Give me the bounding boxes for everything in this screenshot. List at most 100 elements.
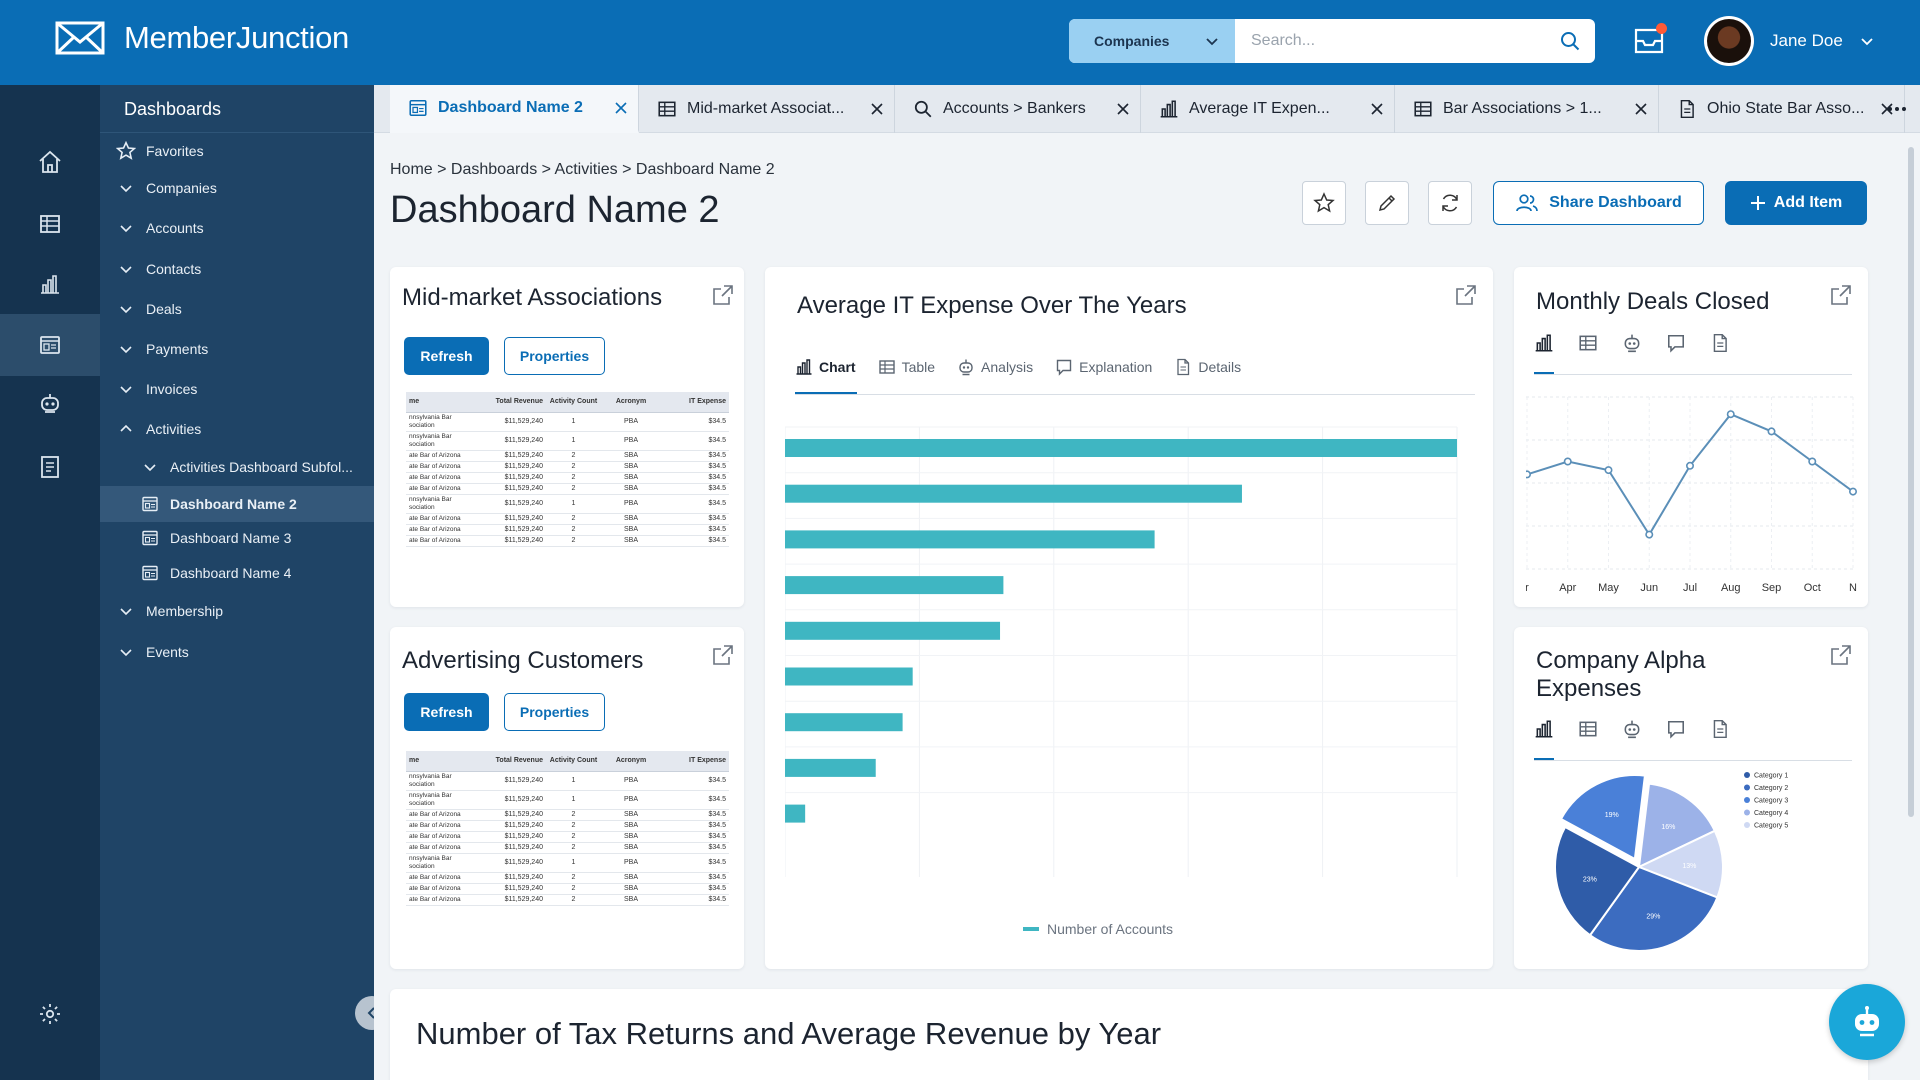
sidebar-item-dashboard-name-2[interactable]: Dashboard Name 2 [100, 486, 374, 522]
table-row[interactable]: ate Bar of Arizona $11,529,240 2 SBA $34.5 [406, 524, 729, 536]
column-header[interactable]: IT Expense [661, 392, 729, 413]
column-header[interactable]: Acronym [601, 392, 661, 413]
view-tab-explanation[interactable]: Explanation [1055, 352, 1152, 382]
table-row[interactable]: ate Bar of Arizona $11,529,240 2 SBA $34.5 [406, 831, 729, 843]
notifications-button[interactable] [1632, 22, 1668, 58]
tab-4[interactable]: Average IT Expen... [1141, 85, 1395, 133]
bar[interactable] [785, 804, 806, 823]
sidebar-item-contacts[interactable]: Contacts [100, 253, 374, 285]
data-point[interactable] [1848, 487, 1857, 496]
table-row[interactable]: ate Bar of Arizona $11,529,240 2 SBA $34.5 [406, 842, 729, 854]
add-item-button[interactable]: Add Item [1725, 181, 1867, 225]
view-table-button[interactable] [1578, 333, 1598, 353]
table-row[interactable]: ate Bar of Arizona $11,529,240 2 SBA $34.5 [406, 894, 729, 906]
rail-data[interactable] [0, 197, 100, 251]
pie-slice[interactable] [1637, 782, 1717, 869]
view-tab-table[interactable]: Table [878, 352, 935, 382]
refresh-button[interactable]: Refresh [404, 693, 489, 731]
refresh-button[interactable]: Refresh [404, 337, 489, 375]
view-bar-chart-button[interactable] [1534, 719, 1554, 739]
column-header[interactable]: me [406, 751, 476, 772]
view-tab-details[interactable]: Details [1174, 352, 1241, 382]
bar[interactable] [785, 758, 876, 777]
table-row[interactable]: ate Bar of Arizona $11,529,240 2 SBA $34.5 [406, 472, 729, 484]
favorite-button[interactable] [1302, 181, 1346, 225]
sidebar-item-membership[interactable]: Membership [100, 595, 374, 627]
close-tab-button[interactable] [1370, 102, 1384, 116]
column-header[interactable]: Activity Count [546, 392, 601, 413]
bar[interactable] [785, 530, 1155, 549]
external-link-icon[interactable] [1455, 284, 1477, 306]
refresh-dashboard-button[interactable] [1428, 181, 1472, 225]
view-bar-chart-button[interactable] [1534, 333, 1554, 353]
sidebar-item-activities-dashboard-subfol[interactable]: Activities Dashboard Subfol... [100, 451, 374, 483]
view-robot-button[interactable] [1622, 719, 1642, 739]
tab-6[interactable]: Ohio State Bar Asso... [1659, 85, 1905, 133]
data-point[interactable] [1526, 470, 1531, 479]
edit-button[interactable] [1365, 181, 1409, 225]
tab-3[interactable]: Accounts > Bankers [895, 85, 1141, 133]
sidebar-item-deals[interactable]: Deals [100, 293, 374, 325]
table-row[interactable]: nnsylvania Bar sociation $11,529,240 1 PBA $… [406, 853, 729, 873]
rail-reports[interactable] [0, 257, 100, 311]
rail-dashboards[interactable] [0, 314, 100, 376]
bar[interactable] [785, 484, 1242, 503]
data-point[interactable] [1767, 427, 1776, 436]
data-point[interactable] [1726, 410, 1735, 419]
pie-slice[interactable] [1588, 865, 1719, 952]
data-point[interactable] [1645, 530, 1654, 539]
table-row[interactable]: nnsylvania Bar sociation $11,529,240 1 PBA $… [406, 412, 729, 432]
table-row[interactable]: ate Bar of Arizona $11,529,240 2 SBA $34.5 [406, 535, 729, 547]
table-row[interactable]: nnsylvania Bar sociation $11,529,240 1 PBA $… [406, 771, 729, 791]
column-header[interactable]: me [406, 392, 476, 413]
data-point[interactable] [1808, 457, 1817, 466]
ai-chat-button[interactable] [1829, 984, 1905, 1060]
column-header[interactable]: Total Revenue [476, 751, 546, 772]
external-link-icon[interactable] [712, 644, 734, 666]
close-tab-button[interactable] [614, 101, 628, 115]
view-table-button[interactable] [1578, 719, 1598, 739]
rail-ai-assistant[interactable] [0, 377, 100, 431]
search-scope-select[interactable]: Companies [1069, 19, 1235, 63]
pie-slice[interactable] [1559, 774, 1647, 861]
properties-button[interactable]: Properties [504, 693, 605, 731]
sidebar-item-dashboard-name-3[interactable]: Dashboard Name 3 [100, 522, 374, 554]
data-point[interactable] [1686, 461, 1695, 470]
column-header[interactable]: Total Revenue [476, 392, 546, 413]
bar[interactable] [785, 621, 1001, 640]
view-document-button[interactable] [1710, 333, 1730, 353]
view-comment-button[interactable] [1666, 719, 1686, 739]
table-row[interactable]: ate Bar of Arizona $11,529,240 2 SBA $34.5 [406, 513, 729, 525]
breadcrumb[interactable]: Home > Dashboards > Activities > Dashboa… [390, 161, 775, 178]
tab-1[interactable]: Dashboard Name 2 [390, 85, 639, 133]
bar[interactable] [785, 576, 1004, 595]
view-tab-chart[interactable]: Chart [795, 352, 856, 382]
share-dashboard-button[interactable]: Share Dashboard [1493, 181, 1704, 225]
external-link-icon[interactable] [1830, 644, 1852, 666]
tab-2[interactable]: Mid-market Associat... [639, 85, 895, 133]
table-row[interactable]: ate Bar of Arizona $11,529,240 2 SBA $34.5 [406, 461, 729, 473]
rail-documents[interactable] [0, 440, 100, 494]
column-header[interactable]: IT Expense [661, 751, 729, 772]
close-tab-button[interactable] [1116, 102, 1130, 116]
app-logo[interactable]: MemberJunction [54, 20, 349, 56]
properties-button[interactable]: Properties [504, 337, 605, 375]
more-tabs-button[interactable] [1874, 85, 1920, 133]
table-row[interactable]: ate Bar of Arizona $11,529,240 2 SBA $34.5 [406, 872, 729, 884]
table-row[interactable]: nnsylvania Bar sociation $11,529,240 1 PBA $… [406, 431, 729, 451]
user-menu[interactable]: Jane Doe [1704, 16, 1875, 66]
sidebar-item-companies[interactable]: Companies [100, 172, 374, 204]
data-point[interactable] [1604, 466, 1613, 475]
sidebar-item-accounts[interactable]: Accounts [100, 212, 374, 244]
rail-settings[interactable] [0, 987, 100, 1041]
table-row[interactable]: nnsylvania Bar sociation $11,529,240 1 PBA $… [406, 494, 729, 514]
view-document-button[interactable] [1710, 719, 1730, 739]
search-button[interactable] [1545, 19, 1595, 63]
bar[interactable] [785, 439, 1457, 457]
sidebar-item-favorites[interactable]: Favorites [100, 135, 374, 167]
column-header[interactable]: Activity Count [546, 751, 601, 772]
table-row[interactable]: ate Bar of Arizona $11,529,240 2 SBA $34.5 [406, 809, 729, 821]
data-point[interactable] [1563, 457, 1572, 466]
table-row[interactable]: nnsylvania Bar sociation $11,529,240 1 PBA $… [406, 790, 729, 810]
close-tab-button[interactable] [1880, 102, 1894, 116]
